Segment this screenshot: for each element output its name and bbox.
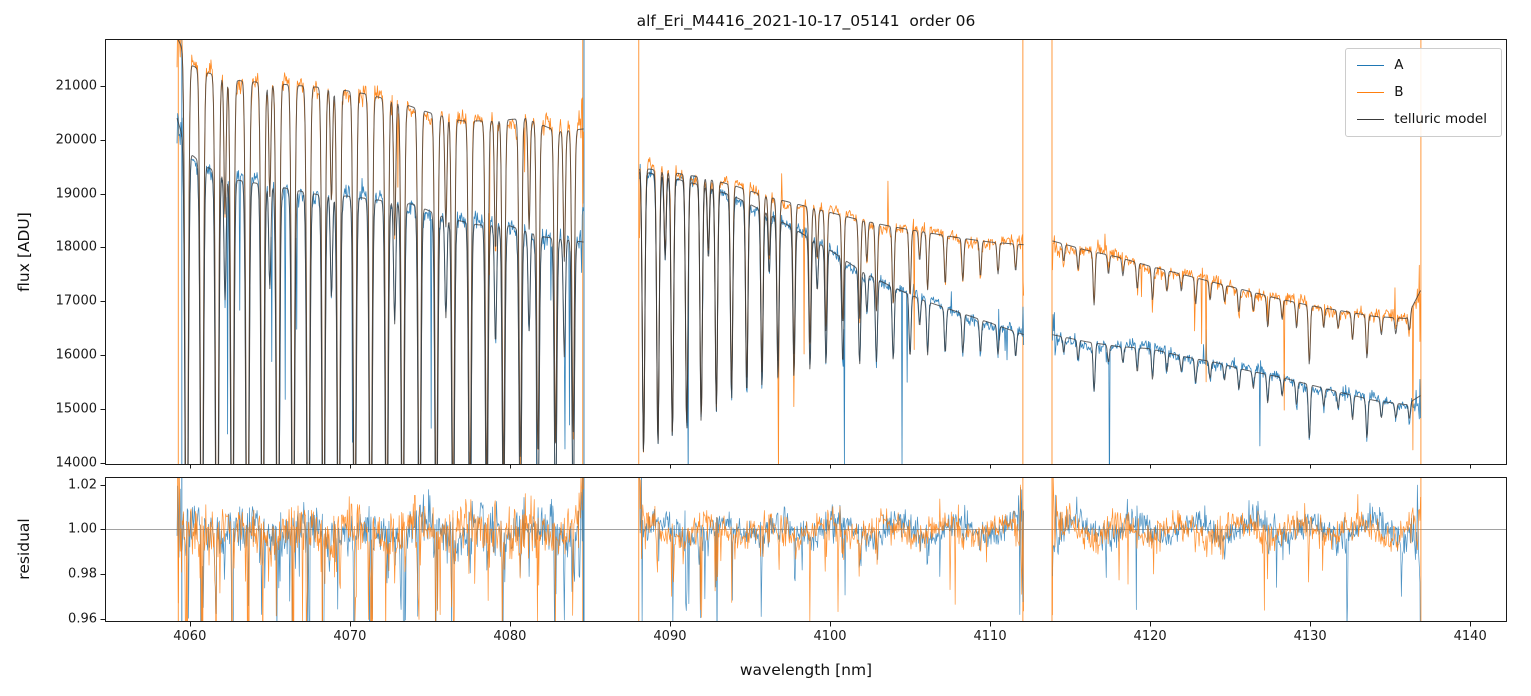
y-tick-label-residual: 0.96 xyxy=(68,611,97,627)
y-tick-label-flux: 14000 xyxy=(55,455,97,471)
legend-entry-telluric-model: telluric model xyxy=(1357,111,1487,128)
y-tick-label-residual: 0.98 xyxy=(68,566,97,582)
y-tick-label-flux: 21000 xyxy=(55,78,97,94)
x-axis-label: wavelength [nm] xyxy=(739,661,873,679)
flux-axis-label: flux [ADU] xyxy=(15,212,33,292)
y-tick-label-flux: 19000 xyxy=(55,186,97,202)
x-tick-label: 4100 xyxy=(813,629,847,644)
legend-entry-b: B xyxy=(1357,84,1487,101)
y-tick-label-flux: 15000 xyxy=(55,401,97,417)
residual-axis-label: residual xyxy=(15,518,33,580)
y-tick-label-flux: 20000 xyxy=(55,132,97,148)
legend-label: telluric model xyxy=(1394,111,1487,127)
legend-label: B xyxy=(1394,84,1404,100)
x-tick-label: 4090 xyxy=(653,629,687,644)
y-tick-label-residual: 1.00 xyxy=(68,521,97,537)
chart-title: alf_Eri_M4416_2021-10-17_05141 order 06 xyxy=(636,12,976,30)
legend-line-swatch xyxy=(1357,119,1385,120)
y-tick-label-flux: 17000 xyxy=(55,293,97,309)
x-tick-label: 4120 xyxy=(1133,629,1167,644)
legend-line-swatch xyxy=(1357,92,1385,93)
x-tick-label: 4060 xyxy=(173,629,207,644)
x-tick-label: 4130 xyxy=(1293,629,1327,644)
x-tick-label: 4080 xyxy=(493,629,527,644)
x-tick-label: 4140 xyxy=(1453,629,1487,644)
x-tick-label: 4070 xyxy=(333,629,367,644)
legend-label: A xyxy=(1394,57,1404,73)
x-tick-label: 4110 xyxy=(973,629,1007,644)
legend-entry-a: A xyxy=(1357,57,1487,74)
y-tick-label-flux: 16000 xyxy=(55,347,97,363)
y-tick-label-flux: 18000 xyxy=(55,239,97,255)
legend-line-swatch xyxy=(1357,65,1385,66)
y-tick-label-residual: 1.02 xyxy=(68,477,97,493)
